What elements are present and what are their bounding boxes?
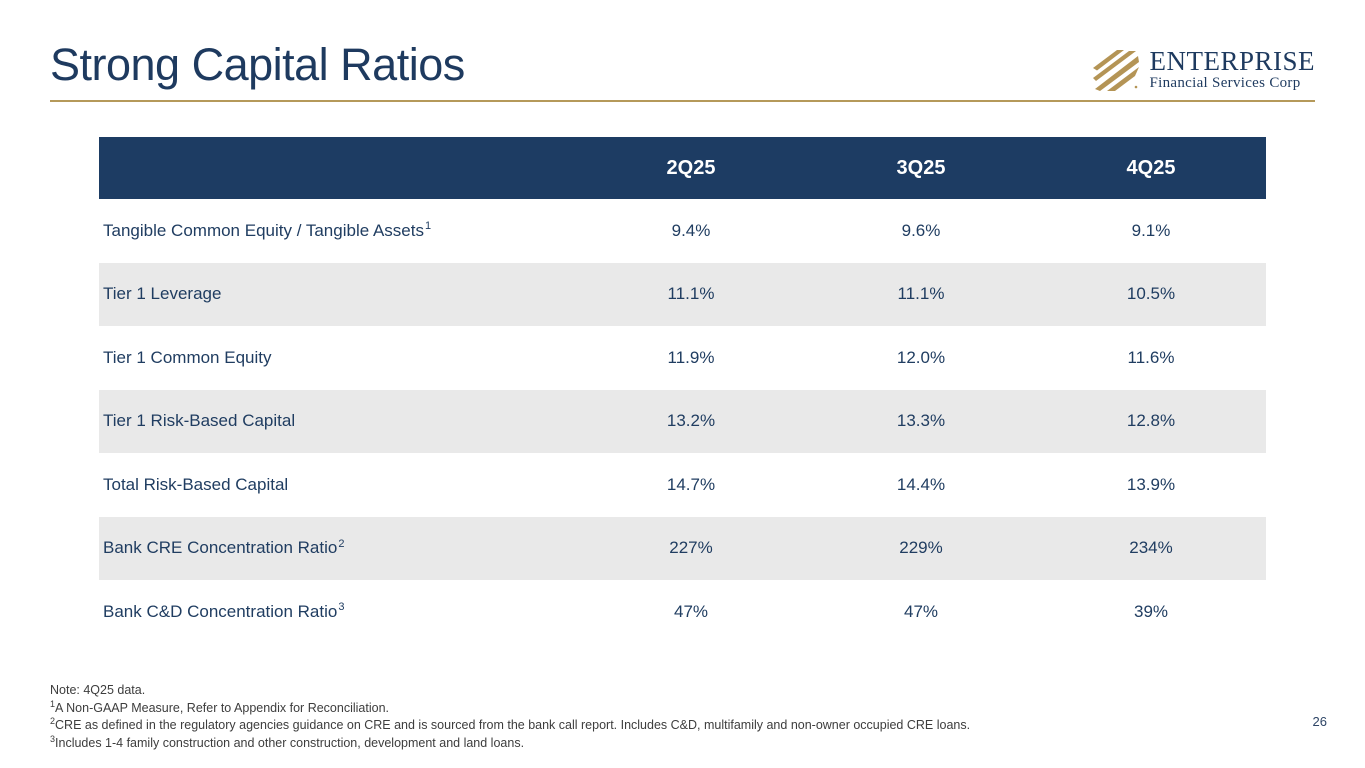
column-header-2q25: 2Q25 [666,156,716,179]
cell-value: 9.4% [671,220,711,240]
cell-value: 14.4% [896,474,946,494]
cell-value: 9.6% [901,220,941,240]
footnote-note: Note: 4Q25 data. [50,683,146,697]
cell-value: 11.6% [1127,347,1175,367]
cell-value: 47% [903,601,939,621]
row-label: Bank CRE Concentration Ratio2 [103,537,345,558]
row-label: Bank C&D Concentration Ratio3 [103,601,345,621]
cell-value: 47% [673,601,709,621]
cell-value: 11.1% [667,284,715,304]
footnote-marker: 3 [338,601,345,614]
cell-value: 13.9% [1126,474,1176,494]
table-row: Tangible Common Equity / Tangible Assets… [99,199,1266,263]
cell-value: 13.3% [896,411,946,431]
footnote-2: 2CRE as defined in the regulatory agenci… [50,715,971,732]
column-header-3q25: 3Q25 [896,156,946,179]
header-label-spacer [99,137,576,199]
title-divider [50,100,1315,102]
row-label: Tier 1 Leverage [103,284,222,304]
table-row: Bank C&D Concentration Ratio3 47% 47% 39… [99,580,1266,644]
table-row: Bank CRE Concentration Ratio2 227% 229% … [99,516,1266,580]
row-label: Tier 1 Risk-Based Capital [103,411,296,431]
enterprise-stripes-icon [1091,46,1141,94]
table-header-row: 2Q25 3Q25 4Q25 [99,137,1266,199]
cell-value: 39% [1133,601,1169,621]
cell-value: 14.7% [666,474,716,494]
table-row: Tier 1 Leverage 11.1% 11.1% 10.5% [99,262,1266,326]
page-number: 26 [1312,714,1327,729]
logo-company-subtitle: Financial Services Corp [1149,74,1301,91]
table-row: Total Risk-Based Capital 14.7% 14.4% 13.… [99,453,1266,517]
cell-value: 227% [669,538,713,558]
page-title: Strong Capital Ratios [50,39,465,90]
capital-ratios-table: 2Q25 3Q25 4Q25 Tangible Common Equity / … [99,137,1266,644]
table-row: Tier 1 Common Equity 11.9% 12.0% 11.6% [99,326,1266,390]
footnote-marker: 2 [338,537,345,550]
row-label: Tangible Common Equity / Tangible Assets… [103,220,432,240]
logo-text: ENTERPRISE Financial Services Corp [1149,45,1315,92]
column-header-4q25: 4Q25 [1126,156,1176,179]
footnote-3: 3Includes 1-4 family construction and ot… [50,733,525,750]
cell-value: 9.1% [1131,220,1171,240]
row-label: Tier 1 Common Equity [103,347,272,367]
cell-value: 229% [899,538,943,558]
cell-value: 234% [1129,538,1173,558]
table-row: Tier 1 Risk-Based Capital 13.2% 13.3% 12… [99,389,1266,453]
logo-company-name: ENTERPRISE [1149,45,1315,76]
footnote-marker: 1 [424,220,432,233]
cell-value: 13.2% [666,411,716,431]
cell-value: 10.5% [1126,284,1176,304]
cell-value: 12.0% [896,347,946,367]
cell-value: 11.1% [897,284,945,304]
cell-value: 11.9% [667,347,715,367]
cell-value: 12.8% [1126,411,1176,431]
row-label: Total Risk-Based Capital [103,474,289,494]
footnotes-block: Note: 4Q25 data. 1A Non-GAAP Measure, Re… [50,682,970,752]
footnote-1: 1A Non-GAAP Measure, Refer to Appendix f… [50,698,389,715]
company-logo: ENTERPRISE Financial Services Corp [1091,46,1315,94]
